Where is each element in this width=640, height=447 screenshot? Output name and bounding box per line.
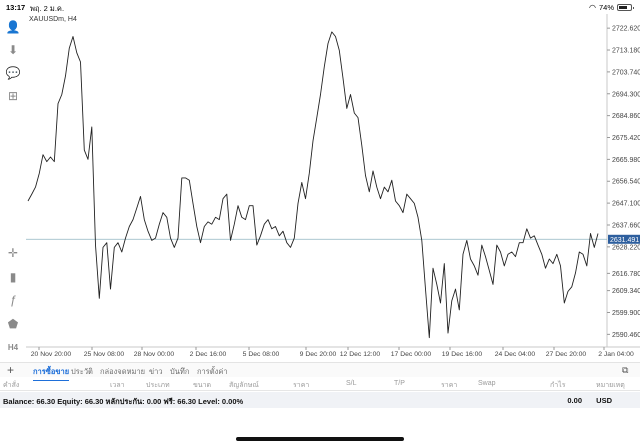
col-sl: S/L (346, 380, 357, 387)
chat-icon[interactable]: 💬 (5, 66, 21, 80)
balance-summary: Balance: 66.30 Equity: 66.30 หลักประกัน:… (3, 397, 244, 406)
current-price-label: 2631.491 (610, 237, 639, 244)
x-tick-label: 28 Nov 00:00 (134, 351, 175, 358)
new-order-icon[interactable]: ⊞ (7, 89, 19, 103)
x-tick-label: 19 Dec 16:00 (442, 351, 483, 358)
battery-percent: 74% (598, 3, 614, 12)
add-icon[interactable]: + (7, 363, 15, 377)
home-indicator[interactable] (236, 437, 404, 441)
x-tick-label: 27 Dec 20:00 (546, 351, 587, 358)
y-tick-label: 2637.660 (612, 222, 640, 229)
y-tick-label: 2675.420 (612, 135, 640, 142)
balance-currency: USD (596, 396, 612, 405)
col-order: คำสั่ง (3, 382, 20, 389)
y-tick-label: 2599.900 (612, 310, 640, 317)
col-price: ราคา (293, 382, 310, 389)
account-icon[interactable]: 👤 (5, 20, 21, 34)
y-tick-label: 2616.780 (612, 271, 640, 278)
battery-icon (617, 4, 634, 11)
status-time: 13:17 (6, 3, 26, 12)
price-chart[interactable]: 2722.620 2713.180 2703.740 2694.300 2684.860… (26, 14, 640, 362)
col-time: เวลา (110, 382, 125, 389)
x-tick-label: 25 Nov 08:00 (84, 351, 125, 358)
y-tick-label: 2703.740 (612, 69, 640, 76)
tab-trade[interactable]: การซื้อขาย (33, 367, 70, 381)
price-series-line (27, 31, 599, 339)
x-tick-label: 24 Dec 04:00 (495, 351, 536, 358)
balance-profit: 0.00 (567, 396, 582, 405)
col-comment: หมายเหตุ (596, 382, 625, 389)
orders-column-header: คำสั่ง เวลา ประเภท ขนาด สัญลักษณ์ ราคา S… (0, 377, 640, 391)
y-tick-label: 2722.620 (612, 26, 640, 33)
x-tick-label: 2 Jan 04:00 (598, 351, 634, 358)
x-tick-label: 12 Dec 12:00 (340, 351, 381, 358)
col-tp: T/P (394, 380, 405, 387)
tab-history[interactable]: ประวัติ (71, 367, 93, 376)
chart-svg[interactable]: 2722.620 2713.180 2703.740 2694.300 2684.860… (26, 14, 640, 362)
wifi-icon: ◠ (589, 3, 596, 12)
tab-journal[interactable]: บันทึก (170, 367, 190, 376)
status-right: ◠ 74% (589, 3, 634, 12)
x-tick-label: 9 Dec 20:00 (300, 351, 337, 358)
x-tick-label: 2 Dec 16:00 (190, 351, 227, 358)
candles-icon[interactable]: ▮ (9, 270, 17, 284)
col-type: ประเภท (146, 382, 170, 389)
y-tick-label: 2694.300 (612, 91, 640, 98)
status-bar: 13:17 พฤ. 2 ม.ค. ◠ 74% (0, 0, 640, 14)
indicators-icon[interactable]: ƒ (9, 293, 17, 307)
balance-row: Balance: 66.30 Equity: 66.30 หลักประกัน:… (0, 392, 640, 408)
current-price-badge (608, 234, 640, 244)
y-tick-label: 2665.980 (612, 157, 640, 164)
download-icon[interactable]: ⬇ (7, 43, 19, 57)
tab-mailbox[interactable]: กล่องจดหมาย (100, 367, 146, 376)
y-tick-label: 2590.460 (612, 332, 640, 339)
status-date: พฤ. 2 ม.ค. (30, 4, 65, 13)
layout-toggle-icon[interactable]: ⧉ (622, 365, 629, 375)
y-tick-label: 2609.340 (612, 288, 640, 295)
col-volume: ขนาด (193, 382, 212, 389)
crosshair-icon[interactable]: ✛ (7, 246, 19, 260)
y-tick-label: 2628.220 (612, 244, 640, 251)
tab-settings[interactable]: การตั้งค่า (197, 367, 228, 376)
objects-icon[interactable]: ⬟ (7, 317, 19, 331)
y-tick-label: 2656.540 (612, 179, 640, 186)
col-current-price: ราคา (441, 382, 458, 389)
timeframe-button[interactable]: H4 (7, 342, 19, 352)
chart-symbol-label: XAUUSDm, H4 (29, 16, 77, 23)
col-symbol: สัญลักษณ์ (229, 382, 259, 389)
y-tick-label: 2684.860 (612, 113, 640, 120)
terminal-tab-bar: + การซื้อขาย ประวัติ กล่องจดหมาย ข่าว บั… (0, 362, 640, 381)
y-tick-label: 2713.180 (612, 48, 640, 55)
x-tick-label: 20 Nov 20:00 (31, 351, 72, 358)
tab-news[interactable]: ข่าว (149, 367, 163, 376)
y-tick-label: 2647.100 (612, 201, 640, 208)
x-tick-label: 5 Dec 08:00 (243, 351, 280, 358)
col-swap: Swap (478, 380, 496, 387)
col-profit: กำไร (550, 382, 566, 389)
x-tick-label: 17 Dec 00:00 (391, 351, 432, 358)
left-toolbar: 👤 ⬇ 💬 ⊞ ✛ ▮ ƒ ⬟ H4 (0, 14, 26, 357)
